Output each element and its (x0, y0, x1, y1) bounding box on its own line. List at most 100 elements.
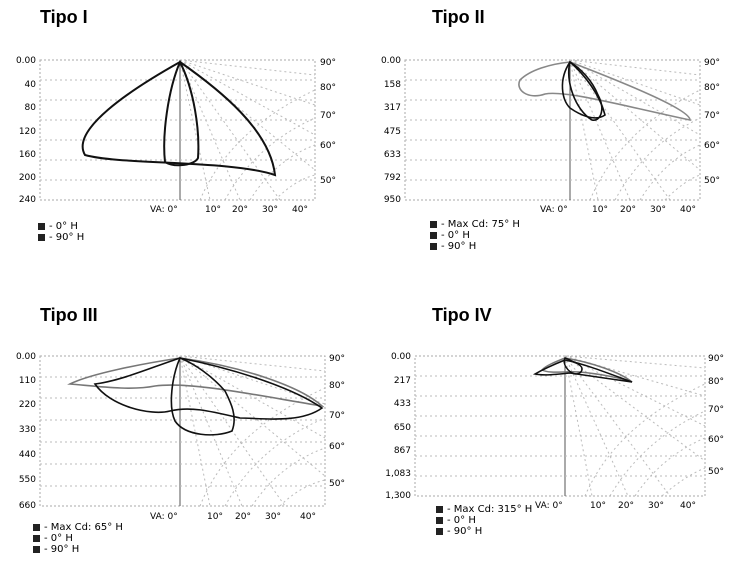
x-label: VA: 0° (540, 205, 568, 215)
panel-title: Tipo II (432, 7, 485, 27)
y-tick: 0.00 (381, 56, 401, 66)
angle-label: 60° (320, 141, 336, 151)
x-label: 20° (620, 205, 636, 215)
y-tick: 160 (19, 150, 36, 160)
panel-title: Tipo III (40, 305, 98, 325)
y-tick: 0.00 (16, 352, 36, 362)
x-label: 20° (618, 501, 634, 511)
photometric-plot: 0.00 217 433 650 867 1,083 1,300 90° 80°… (385, 352, 724, 511)
legend-label: - 90° H (49, 232, 85, 243)
x-axis-labels: VA: 0° 10° 20° 30° 40° (150, 205, 308, 215)
candela-curves (67, 356, 325, 436)
y-tick: 217 (394, 376, 411, 386)
y-tick: 650 (394, 423, 411, 433)
y-tick: 220 (19, 400, 36, 410)
legend: - Max Cd: 315° H - 0° H - 90° H (436, 504, 532, 537)
angle-labels: 90° 80° 70° 60° 50° (320, 58, 336, 186)
legend-swatch (38, 234, 45, 241)
angle-label: 90° (704, 58, 720, 68)
y-tick: 330 (19, 425, 36, 435)
angle-label: 70° (329, 411, 345, 421)
x-label: 40° (300, 512, 316, 522)
photometric-plot: 0.00 110 220 330 440 550 660 90° 80° 70°… (16, 352, 345, 522)
legend-label: - 90° H (441, 241, 477, 252)
panel-title: Tipo I (40, 7, 88, 27)
y-tick: 867 (394, 446, 411, 456)
angle-label: 80° (329, 381, 345, 391)
angle-label: 80° (708, 377, 724, 387)
legend-label: - 90° H (44, 544, 80, 555)
x-label: 10° (590, 501, 606, 511)
angle-labels: 90° 80° 70° 60° 50° (329, 354, 345, 489)
y-tick: 240 (19, 195, 36, 205)
y-tick: 200 (19, 173, 36, 183)
x-label: 40° (680, 205, 696, 215)
x-axis-labels: VA: 0° 10° 20° 30° 40° (540, 205, 696, 215)
x-label: VA: 0° (535, 501, 563, 511)
angle-label: 80° (704, 83, 720, 93)
y-tick: 475 (384, 127, 401, 137)
legend-label: - 0° H (441, 230, 470, 241)
legend-swatch (33, 546, 40, 553)
angle-label: 90° (320, 58, 336, 68)
legend-swatch (436, 517, 443, 524)
x-label: 10° (207, 512, 223, 522)
y-axis-ticks: 0.00 110 220 330 440 550 660 (16, 352, 36, 511)
angle-label: 70° (320, 111, 336, 121)
y-tick: 950 (384, 195, 401, 205)
angle-label: 50° (329, 479, 345, 489)
y-tick: 80 (25, 103, 37, 113)
plot-frame (414, 355, 706, 497)
y-tick: 633 (384, 150, 401, 160)
y-tick: 120 (19, 127, 36, 137)
candela-curves (81, 59, 277, 177)
x-axis-labels: VA: 0° 10° 20° 30° 40° (535, 501, 696, 511)
legend-label: - 0° H (447, 515, 476, 526)
panel-title: Tipo IV (432, 305, 492, 325)
y-tick: 40 (25, 80, 37, 90)
x-label: 40° (292, 205, 308, 215)
x-label: 20° (235, 512, 251, 522)
y-tick: 660 (19, 501, 36, 511)
x-label: 30° (262, 205, 278, 215)
x-label: 30° (648, 501, 664, 511)
x-label: 30° (650, 205, 666, 215)
angle-label: 80° (320, 83, 336, 93)
angle-label: 90° (329, 354, 345, 364)
y-tick: 440 (19, 450, 36, 460)
angle-label: 50° (320, 176, 336, 186)
legend-swatch (430, 221, 437, 228)
angle-label: 70° (704, 111, 720, 121)
y-tick: 792 (384, 173, 401, 183)
angle-label: 90° (708, 354, 724, 364)
candela-curves (532, 357, 633, 383)
legend-swatch (436, 506, 443, 513)
angle-label: 60° (708, 435, 724, 445)
x-label: 10° (205, 205, 221, 215)
angle-label: 50° (708, 467, 724, 477)
y-tick: 158 (384, 80, 401, 90)
legend-label: - 0° H (49, 221, 78, 232)
y-tick: 110 (19, 376, 36, 386)
x-label: 40° (680, 501, 696, 511)
angle-label: 60° (704, 141, 720, 151)
y-axis-ticks: 0.00 158 317 475 633 792 950 (381, 56, 401, 205)
x-axis-labels: VA: 0° 10° 20° 30° 40° (150, 512, 316, 522)
plot-frame (39, 59, 316, 201)
y-tick: 0.00 (16, 56, 36, 66)
angle-labels: 90° 80° 70° 60° 50° (708, 354, 724, 477)
legend-swatch (33, 524, 40, 531)
legend-swatch (436, 528, 443, 535)
angle-label: 60° (329, 442, 345, 452)
angle-label: 70° (708, 405, 724, 415)
y-axis-ticks: 0.00 217 433 650 867 1,083 1,300 (385, 352, 411, 501)
legend-swatch (33, 535, 40, 542)
y-tick: 0.00 (391, 352, 411, 362)
x-label: VA: 0° (150, 512, 178, 522)
legend-label: - 0° H (44, 533, 73, 544)
legend-label: - 90° H (447, 526, 483, 537)
legend-label: - Max Cd: 315° H (447, 504, 533, 515)
legend-swatch (430, 232, 437, 239)
y-tick: 1,083 (385, 469, 411, 479)
y-tick: 550 (19, 475, 36, 485)
